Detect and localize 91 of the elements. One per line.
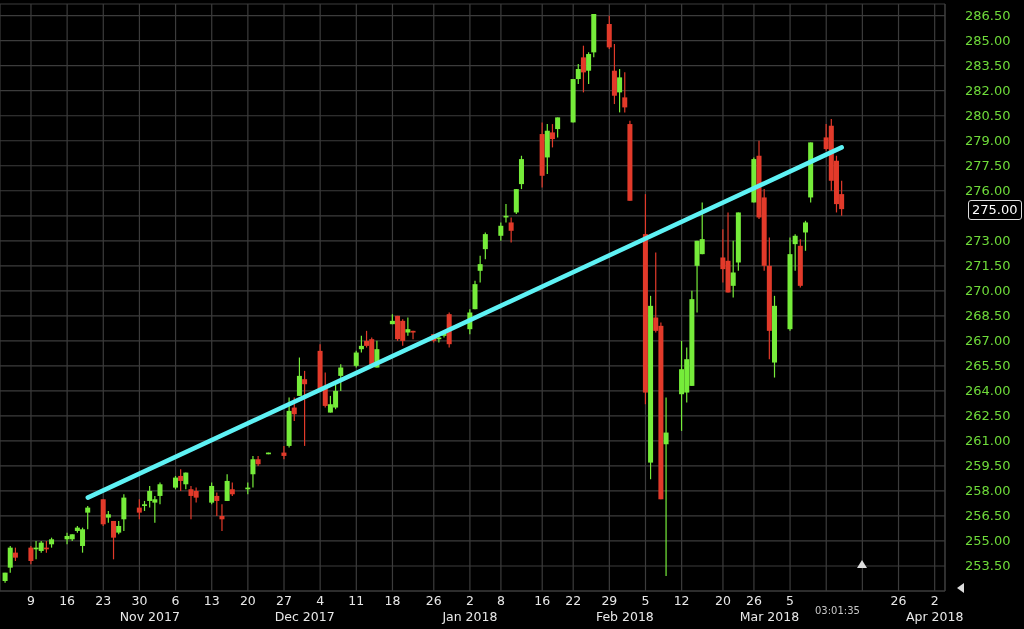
candlestick xyxy=(291,396,297,422)
x2-tick-label: Feb 2018 xyxy=(595,609,654,624)
candlestick xyxy=(575,63,581,85)
y-tick-label: 276.00 xyxy=(965,183,1011,199)
candlestick xyxy=(580,45,586,93)
candlestick xyxy=(508,216,514,244)
y-tick-label: 285.00 xyxy=(965,33,1011,49)
candlestick xyxy=(405,316,411,337)
candlestick xyxy=(111,520,117,560)
y-tick-label: 273.00 xyxy=(965,233,1011,249)
x-tick-label: 5 xyxy=(641,593,650,608)
candlestick xyxy=(792,233,798,272)
candlestick xyxy=(338,363,344,392)
y-tick-label: 270.00 xyxy=(965,283,1011,299)
x-tick-label: 26 xyxy=(425,593,442,608)
text: 275.00 xyxy=(968,200,1022,220)
x-tick-label: 22 xyxy=(565,593,582,608)
x-tick-label: 26 xyxy=(745,593,762,608)
candlestick xyxy=(549,123,555,149)
x-tick-label: 20 xyxy=(239,593,256,608)
y-tick-label: 256.50 xyxy=(965,508,1011,524)
candlestick xyxy=(410,330,416,340)
y-tick-label: 271.50 xyxy=(965,258,1011,274)
candlestick xyxy=(622,71,628,113)
candlestick xyxy=(224,473,230,502)
x2-tick-label: Dec 2017 xyxy=(274,609,335,624)
candlestick xyxy=(730,240,736,299)
x-tick-label: 27 xyxy=(276,593,292,608)
candlestick xyxy=(28,545,34,565)
x2-tick-label: Nov 2017 xyxy=(119,609,180,624)
candlestick xyxy=(482,231,488,260)
y-tick-label: 265.50 xyxy=(965,358,1011,374)
candlestick xyxy=(606,15,612,50)
candlestick xyxy=(209,482,215,505)
x2-tick-label: Apr 2018 xyxy=(905,609,964,624)
candlestick xyxy=(178,468,184,492)
candlestick xyxy=(663,396,669,577)
candlestick xyxy=(513,188,519,215)
x-tick-label: 16 xyxy=(534,593,551,608)
y-tick-label: 282.00 xyxy=(965,83,1011,99)
candlestick xyxy=(477,255,483,284)
y-tick-label: 279.00 xyxy=(965,133,1011,149)
candlestick xyxy=(136,498,142,520)
x-tick-label: 9 xyxy=(27,593,36,608)
candlestick xyxy=(296,356,302,397)
candlestick xyxy=(157,482,163,505)
x-tick-label: 30 xyxy=(131,593,148,608)
y-tick-label: 261.00 xyxy=(965,433,1011,449)
candlestick xyxy=(802,220,808,252)
y-tick-label: 264.00 xyxy=(965,383,1011,399)
x-tick-label: 23 xyxy=(95,593,112,608)
x-tick-label: 4 xyxy=(316,593,325,608)
y-tick-label: 253.50 xyxy=(965,558,1011,574)
candlestick xyxy=(617,68,623,113)
y-tick-label: 283.50 xyxy=(965,58,1011,74)
x-tick-label: 16 xyxy=(59,593,76,608)
x-tick-label: 2 xyxy=(465,593,474,608)
y-tick-label: 258.00 xyxy=(965,483,1011,499)
y-tick-label: 280.50 xyxy=(965,108,1011,124)
x2-tick-label: Mar 2018 xyxy=(739,609,800,624)
x-tick-label: 8 xyxy=(496,593,505,608)
y-tick-label: 268.50 xyxy=(965,308,1011,324)
y-tick-label: 262.50 xyxy=(965,408,1011,424)
x-tick-label: 12 xyxy=(673,593,690,608)
y-tick-label: 267.00 xyxy=(965,333,1011,349)
x-tick-label: 5 xyxy=(786,593,795,608)
y-tick-label: 277.50 xyxy=(965,158,1011,174)
x-tick-label: 13 xyxy=(203,593,220,608)
y-tick-label: 259.50 xyxy=(965,458,1011,474)
x2-tick-label: Jan 2018 xyxy=(441,609,498,624)
candlestick xyxy=(395,315,401,342)
candlestick xyxy=(147,485,153,509)
y-tick-label: 255.00 xyxy=(965,533,1011,549)
candlestick xyxy=(7,545,13,574)
x-tick-label: 2 xyxy=(930,593,939,608)
x-tick-label: 26 xyxy=(890,593,907,608)
candlestick xyxy=(214,492,220,517)
x-tick-label: 20 xyxy=(715,593,731,608)
y-tick-label: 286.50 xyxy=(965,8,1011,24)
candlestick xyxy=(250,455,256,489)
text: 03:01:35 xyxy=(815,605,860,616)
candlestick xyxy=(121,493,127,532)
x-tick-label: 11 xyxy=(348,593,365,608)
x-tick-label: 18 xyxy=(384,593,401,608)
candlestick xyxy=(555,116,561,139)
candlestick xyxy=(302,370,308,447)
x-tick-label: 6 xyxy=(171,593,180,608)
x-tick-label: 29 xyxy=(601,593,618,608)
candlestick xyxy=(498,221,504,242)
candlestick xyxy=(85,505,91,530)
candlestick xyxy=(586,51,592,85)
